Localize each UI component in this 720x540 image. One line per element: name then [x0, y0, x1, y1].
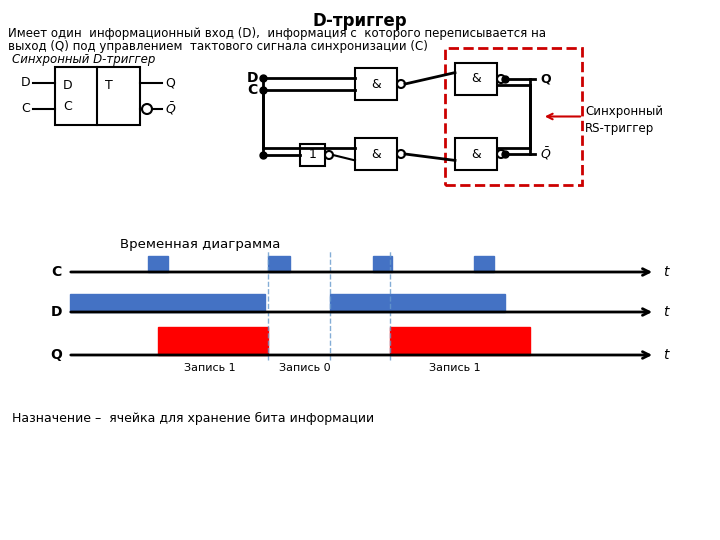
- Text: &: &: [371, 147, 381, 160]
- Text: Синхронный: Синхронный: [585, 105, 663, 118]
- Bar: [355, 138, 397, 170]
- Text: &: &: [471, 147, 481, 160]
- Bar: [158, 327, 268, 355]
- Text: Q: Q: [165, 77, 175, 90]
- Text: D: D: [50, 305, 62, 319]
- Bar: [445, 48, 582, 185]
- Circle shape: [397, 150, 405, 158]
- Text: T: T: [105, 79, 113, 92]
- Text: t: t: [663, 265, 668, 279]
- Text: C: C: [22, 103, 30, 116]
- Bar: [474, 256, 494, 272]
- Text: $\bar{Q}$: $\bar{Q}$: [165, 101, 176, 117]
- Text: Запись 1: Запись 1: [184, 363, 236, 373]
- Bar: [300, 144, 325, 166]
- Text: D-триггер: D-триггер: [312, 12, 408, 30]
- Text: D: D: [63, 79, 73, 92]
- Text: D: D: [246, 71, 258, 85]
- Bar: [70, 294, 265, 312]
- Bar: [373, 256, 392, 272]
- Text: D: D: [20, 77, 30, 90]
- Bar: [268, 256, 290, 272]
- Circle shape: [497, 150, 505, 158]
- Bar: [355, 68, 397, 100]
- Bar: [455, 63, 497, 95]
- Text: Запись 0: Запись 0: [279, 363, 330, 373]
- Text: Временная диаграмма: Временная диаграмма: [120, 238, 280, 251]
- Text: Q: Q: [50, 348, 62, 362]
- Bar: [330, 294, 505, 312]
- Text: Имеет один  информационный вход (D),  информация с  которого переписывается на: Имеет один информационный вход (D), инфо…: [8, 27, 546, 40]
- Text: Назначение –  ячейка для хранение бита информации: Назначение – ячейка для хранение бита ин…: [12, 412, 374, 425]
- Circle shape: [397, 80, 405, 88]
- Text: t: t: [663, 305, 668, 319]
- Text: Запись 1: Запись 1: [429, 363, 481, 373]
- Bar: [455, 138, 497, 170]
- Text: &: &: [471, 72, 481, 85]
- Text: &: &: [371, 78, 381, 91]
- Bar: [390, 327, 530, 355]
- Text: C: C: [52, 265, 62, 279]
- Text: Q: Q: [540, 72, 551, 85]
- Text: Синхронный D-триггер: Синхронный D-триггер: [12, 53, 156, 66]
- Text: $\bar{Q}$: $\bar{Q}$: [540, 146, 552, 162]
- Text: RS-триггер: RS-триггер: [585, 122, 654, 135]
- Circle shape: [325, 151, 333, 159]
- Circle shape: [142, 104, 152, 114]
- Bar: [55, 67, 140, 125]
- Text: C: C: [248, 83, 258, 97]
- Text: C: C: [63, 100, 73, 113]
- Bar: [148, 256, 168, 272]
- Circle shape: [497, 75, 505, 83]
- Text: t: t: [663, 348, 668, 362]
- Text: 1: 1: [309, 148, 316, 161]
- Text: выход (Q) под управлением  тактового сигнала синхронизации (C): выход (Q) под управлением тактового сигн…: [8, 40, 428, 53]
